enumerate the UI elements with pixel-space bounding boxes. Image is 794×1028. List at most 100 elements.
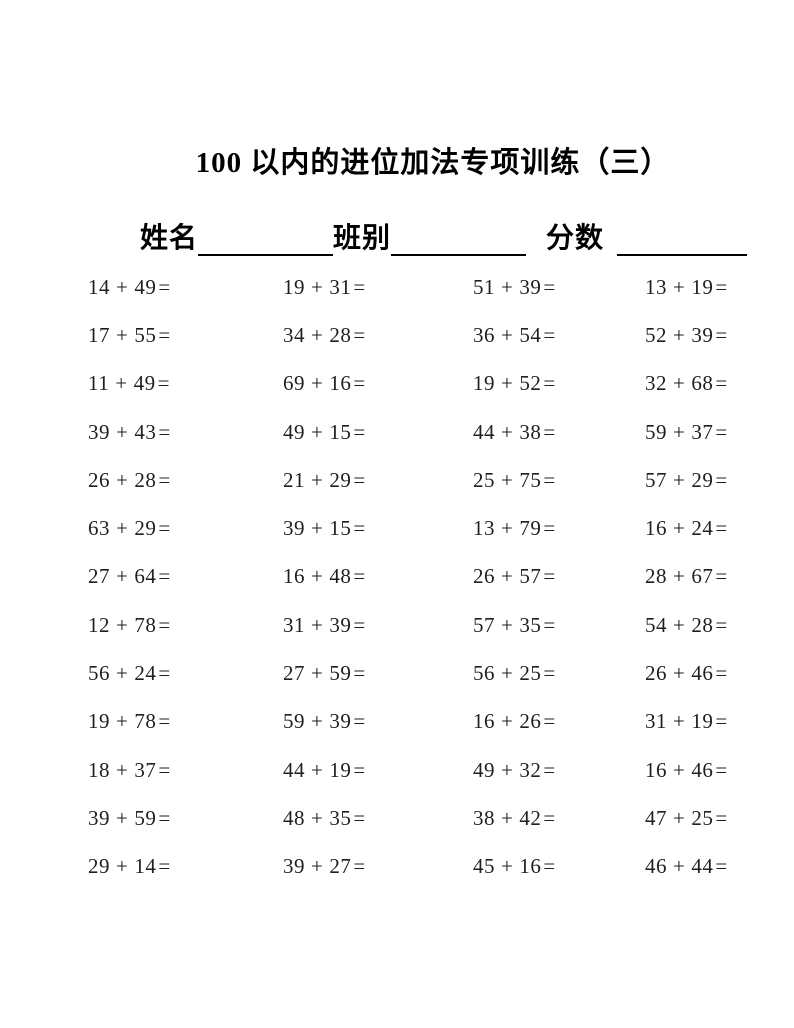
plus-sign: + <box>673 709 686 734</box>
equals-sign: = <box>158 274 171 299</box>
problem-cell: 13 +19= <box>645 275 794 300</box>
problem-cell: 69 +16= <box>283 371 473 396</box>
addend-1: 46 <box>645 854 667 879</box>
addend-1: 31 <box>645 709 667 734</box>
problem-cell: 13 +79= <box>473 516 645 541</box>
addend-2: 16 <box>329 371 352 396</box>
plus-sign: + <box>116 805 129 830</box>
problem-cell: 16 +46= <box>645 758 794 783</box>
addend-1: 59 <box>283 709 305 734</box>
equals-sign: = <box>158 661 171 686</box>
addend-1: 19 <box>283 274 305 299</box>
equals-sign: = <box>543 805 556 830</box>
problem-cell: 11 +49= <box>88 371 283 396</box>
equals-sign: = <box>158 709 171 734</box>
equals-sign: = <box>715 709 728 734</box>
plus-sign: + <box>501 274 514 299</box>
equals-sign: = <box>353 854 366 879</box>
equals-sign: = <box>353 274 366 299</box>
problem-cell: 16 +26= <box>473 709 645 734</box>
addend-2: 24 <box>691 516 714 541</box>
equals-sign: = <box>158 805 171 830</box>
problem-cell: 46 +44= <box>645 854 794 879</box>
addend-1: 39 <box>88 419 110 444</box>
header-fields: 姓名 班别 分数 <box>140 222 748 256</box>
plus-sign: + <box>116 516 129 541</box>
addend-1: 16 <box>473 709 495 734</box>
problem-cell: 16 +24= <box>645 516 794 541</box>
addend-2: 78 <box>134 709 157 734</box>
addend-2: 46 <box>691 661 714 686</box>
addend-2: 19 <box>691 709 714 734</box>
addend-1: 54 <box>645 612 667 637</box>
problem-cell: 63 +29= <box>88 516 283 541</box>
problem-cell: 31 +19= <box>645 709 794 734</box>
plus-sign: + <box>501 322 514 347</box>
plus-sign: + <box>311 709 324 734</box>
addend-2: 19 <box>691 274 714 299</box>
problem-cell: 27 +59= <box>283 661 473 686</box>
problem-cell: 54 +28= <box>645 613 794 638</box>
equals-sign: = <box>158 419 171 444</box>
plus-sign: + <box>116 322 129 347</box>
plus-sign: + <box>116 709 129 734</box>
plus-sign: + <box>115 371 128 396</box>
addend-1: 39 <box>88 805 110 830</box>
addend-1: 17 <box>88 322 110 347</box>
addend-2: 54 <box>519 322 542 347</box>
addend-2: 24 <box>134 661 157 686</box>
problem-cell: 26 +28= <box>88 468 283 493</box>
plus-sign: + <box>311 274 324 299</box>
addend-2: 49 <box>133 371 156 396</box>
addend-1: 34 <box>283 322 305 347</box>
equals-sign: = <box>715 805 728 830</box>
addend-2: 55 <box>134 322 157 347</box>
equals-sign: = <box>157 371 170 396</box>
addend-1: 18 <box>88 757 110 782</box>
addend-2: 15 <box>329 516 352 541</box>
plus-sign: + <box>673 757 686 782</box>
problem-cell: 39 +15= <box>283 516 473 541</box>
problem-cell: 31 +39= <box>283 613 473 638</box>
plus-sign: + <box>311 854 324 879</box>
plus-sign: + <box>673 274 686 299</box>
plus-sign: + <box>501 709 514 734</box>
addend-1: 44 <box>473 419 495 444</box>
plus-sign: + <box>116 467 129 492</box>
addend-2: 29 <box>134 516 157 541</box>
equals-sign: = <box>715 516 728 541</box>
problem-cell: 59 +37= <box>645 420 794 445</box>
class-blank <box>391 223 527 256</box>
plus-sign: + <box>673 467 686 492</box>
equals-sign: = <box>353 419 366 444</box>
problem-cell: 26 +57= <box>473 564 645 589</box>
addend-1: 25 <box>473 467 495 492</box>
equals-sign: = <box>543 371 556 396</box>
equals-sign: = <box>715 371 728 396</box>
addend-1: 19 <box>88 709 110 734</box>
problem-cell: 59 +39= <box>283 709 473 734</box>
plus-sign: + <box>311 371 324 396</box>
equals-sign: = <box>543 757 556 782</box>
plus-sign: + <box>116 612 129 637</box>
addend-2: 25 <box>519 661 542 686</box>
addend-2: 49 <box>134 274 157 299</box>
addend-2: 16 <box>519 854 542 879</box>
equals-sign: = <box>158 757 171 782</box>
addend-2: 27 <box>329 854 352 879</box>
addend-2: 44 <box>691 854 714 879</box>
equals-sign: = <box>353 322 366 347</box>
problem-grid: 14 +49= 19 +31= 51 +39= 13 +19= 17 +55= 34 +28= 36 +5… <box>88 263 794 891</box>
addend-1: 21 <box>283 467 305 492</box>
plus-sign: + <box>673 564 686 589</box>
addend-1: 38 <box>473 805 495 830</box>
problem-cell: 17 +55= <box>88 323 283 348</box>
plus-sign: + <box>311 516 324 541</box>
problem-cell: 38 +42= <box>473 806 645 831</box>
addend-1: 44 <box>283 757 305 782</box>
addend-2: 39 <box>329 709 352 734</box>
problem-cell: 36 +54= <box>473 323 645 348</box>
addend-1: 36 <box>473 322 495 347</box>
equals-sign: = <box>353 757 366 782</box>
page-title: 100 以内的进位加法专项训练（三） <box>195 147 671 179</box>
